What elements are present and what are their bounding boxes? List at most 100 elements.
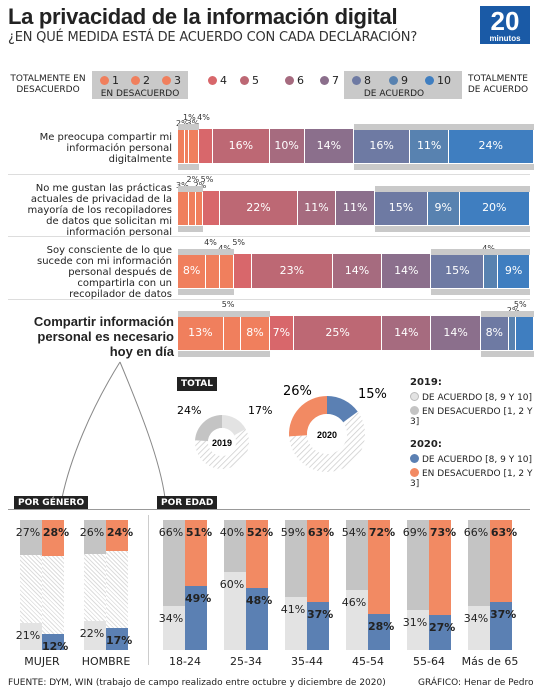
bar-seg-3-9 xyxy=(484,254,499,288)
donut-2019-disagree xyxy=(195,415,222,442)
bar-seg-1-2 xyxy=(185,129,189,163)
col-age-5-2020-agree xyxy=(490,601,512,650)
scale-dot-3 xyxy=(162,76,171,85)
legend-2019-agree: DE ACUERDO [8, 9 Y 10] xyxy=(410,392,535,403)
col-age-5-label: Más de 65 xyxy=(461,655,519,668)
col-age-1-2020-disagree-label: 52% xyxy=(246,526,274,539)
col-age-5-2020-disagree xyxy=(490,520,512,602)
bar-seg-3-8: 15% xyxy=(431,254,485,288)
scale-right-group: DE ACUERDO xyxy=(363,89,425,99)
bar-seg-2-9: 9% xyxy=(427,191,460,225)
age-tag: POR EDAD xyxy=(157,496,218,510)
scale-point-label: 5 xyxy=(252,74,259,87)
col-age-0-2020-disagree-label: 51% xyxy=(185,526,213,539)
tick-label-3-3: 4% xyxy=(218,244,231,253)
donut-2019-disagree-label: 24% xyxy=(177,404,201,417)
footer-credit: GRÁFICO: Henar de Pedro xyxy=(418,678,534,688)
tick-label-2-2: 2% xyxy=(186,175,200,184)
scale-disagree-box xyxy=(92,71,188,99)
donut-2020-disagree-label: 26% xyxy=(283,384,312,399)
scale-point-label: 1 xyxy=(112,74,119,87)
scale-dot-5 xyxy=(240,76,249,85)
col-gender-1-2019-agree-label: 22% xyxy=(79,627,105,641)
tick-label-3-2: 4% xyxy=(204,238,217,247)
agree-bar-bottom-4 xyxy=(480,351,534,357)
col-age-5-2019-disagree-label: 66% xyxy=(463,526,489,539)
page-title: La privacidad de la información digital xyxy=(8,4,398,29)
col-age-0-2020-disagree xyxy=(185,520,207,587)
col-gender-1-2020-disagree-label: 24% xyxy=(106,526,134,539)
scale-point-label: 8 xyxy=(364,74,371,87)
bar-seg-2-10: 20% xyxy=(459,191,530,225)
total-tag: TOTAL xyxy=(177,377,217,391)
donut-2020-agree xyxy=(327,396,358,423)
donut-2019-year: 2019 xyxy=(212,438,232,448)
connector-age xyxy=(119,361,166,499)
disagree-bar-bottom-1 xyxy=(178,164,200,170)
scale-point-7: 7 xyxy=(320,74,339,87)
col-age-2-2020-agree-label: 37% xyxy=(307,607,334,621)
scale-point-label: 7 xyxy=(332,74,339,87)
col-gender-1-2019-disagree-label: 26% xyxy=(79,526,105,539)
donut-2020-year: 2020 xyxy=(317,430,337,440)
bar-seg-3-2 xyxy=(206,254,221,288)
tick-label-1-1: 2% xyxy=(176,119,189,128)
breakdown-rule xyxy=(8,509,530,510)
legend-2020-disagree-text: EN DESACUERDO [1, 2 Y 3] xyxy=(410,469,533,489)
col-gender-0-2019-disagree-label: 27% xyxy=(15,526,41,539)
tick-label-1-3: 3% xyxy=(187,119,200,128)
donut-2020-hole xyxy=(307,414,347,454)
bar-seg-4-9 xyxy=(508,316,516,350)
scale-point-2: 2 xyxy=(131,74,150,87)
col-age-3-2019-agree xyxy=(346,590,368,650)
bar-seg-1-6: 10% xyxy=(269,129,305,163)
col-gender-0-2020-neutral xyxy=(42,556,64,635)
tick-label-3-9: 4% xyxy=(482,244,495,253)
col-age-4-label: 55-64 xyxy=(413,655,445,668)
scale-point-label: 9 xyxy=(401,74,408,87)
col-age-3-2020-disagree-label: 72% xyxy=(368,526,396,539)
scale-dot-8 xyxy=(352,76,361,85)
scale-point-label: 2 xyxy=(143,74,150,87)
disagree-bar-2 xyxy=(178,186,203,192)
scale-point-label: 3 xyxy=(174,74,181,87)
legend-2019-agree-text: DE ACUERDO [8, 9 Y 10] xyxy=(422,393,533,403)
scale-dot-10 xyxy=(425,76,434,85)
col-age-2-2019-agree xyxy=(285,596,307,650)
bar-seg-4-6: 14% xyxy=(382,316,432,350)
col-gender-1-2019-disagree xyxy=(84,520,106,554)
gender-tag: POR GÉNERO xyxy=(14,496,89,510)
bar-seg-3-10: 9% xyxy=(498,254,530,288)
tick-label-2-3: 2% xyxy=(194,181,207,190)
bar-seg-2-8: 15% xyxy=(375,191,428,225)
col-gender-1-2020-disagree xyxy=(106,520,128,552)
col-age-1-2019-disagree xyxy=(224,520,246,572)
col-age-0-2019-agree xyxy=(163,605,185,650)
col-age-5-2020-agree-label: 37% xyxy=(490,607,517,621)
connector-gender xyxy=(61,361,121,499)
col-age-4-2019-disagree-label: 69% xyxy=(402,526,428,539)
tick-label-3-4: 5% xyxy=(232,238,246,247)
col-age-2-2019-disagree-label: 59% xyxy=(280,526,306,539)
scale-left-label: TOTALMENTE EN DESACUERDO xyxy=(10,74,86,95)
bar-seg-3-6: 14% xyxy=(332,254,383,288)
bar-seg-1-8: 16% xyxy=(354,129,411,163)
bar-seg-3-5: 23% xyxy=(251,254,333,288)
donut-2020: 2020 15% 26% xyxy=(283,384,387,472)
tick-label-1-4: 4% xyxy=(197,113,210,122)
scale-right-label: TOTALMENTE DE ACUERDO xyxy=(467,74,529,95)
row-separator-1 xyxy=(8,174,530,175)
col-age-1-2020-disagree xyxy=(246,520,268,588)
col-age-5-2019-agree xyxy=(468,605,490,650)
col-gender-0-2020-disagree xyxy=(42,520,64,557)
col-gender-0-2019-agree-label: 21% xyxy=(15,628,41,642)
scale-point-8: 8 xyxy=(352,74,371,87)
scale-point-4: 4 xyxy=(208,74,227,87)
bar-seg-1-4 xyxy=(199,129,214,163)
donut-2020-neutral xyxy=(289,411,365,472)
col-age-2-2020-disagree-label: 63% xyxy=(307,526,335,539)
donut-2020-disagree xyxy=(289,396,327,437)
row-separator-3 xyxy=(8,299,530,300)
donut-2019-agree xyxy=(222,415,246,436)
row-question-2: No me gustan las prácticas actuales de p… xyxy=(27,183,172,238)
